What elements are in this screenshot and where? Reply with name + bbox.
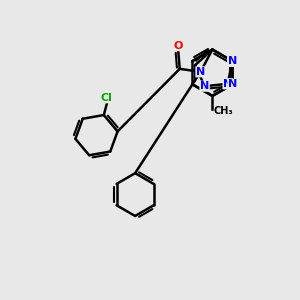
Text: N: N: [228, 79, 237, 89]
Text: N: N: [228, 79, 237, 89]
Text: O: O: [173, 41, 183, 51]
Text: N: N: [200, 81, 209, 91]
Text: N: N: [228, 56, 237, 66]
Text: CH₃: CH₃: [214, 106, 233, 116]
Text: N: N: [196, 67, 205, 77]
Text: Cl: Cl: [101, 93, 113, 103]
Text: N: N: [228, 56, 237, 66]
Text: N: N: [228, 56, 237, 66]
Text: N: N: [223, 79, 232, 89]
